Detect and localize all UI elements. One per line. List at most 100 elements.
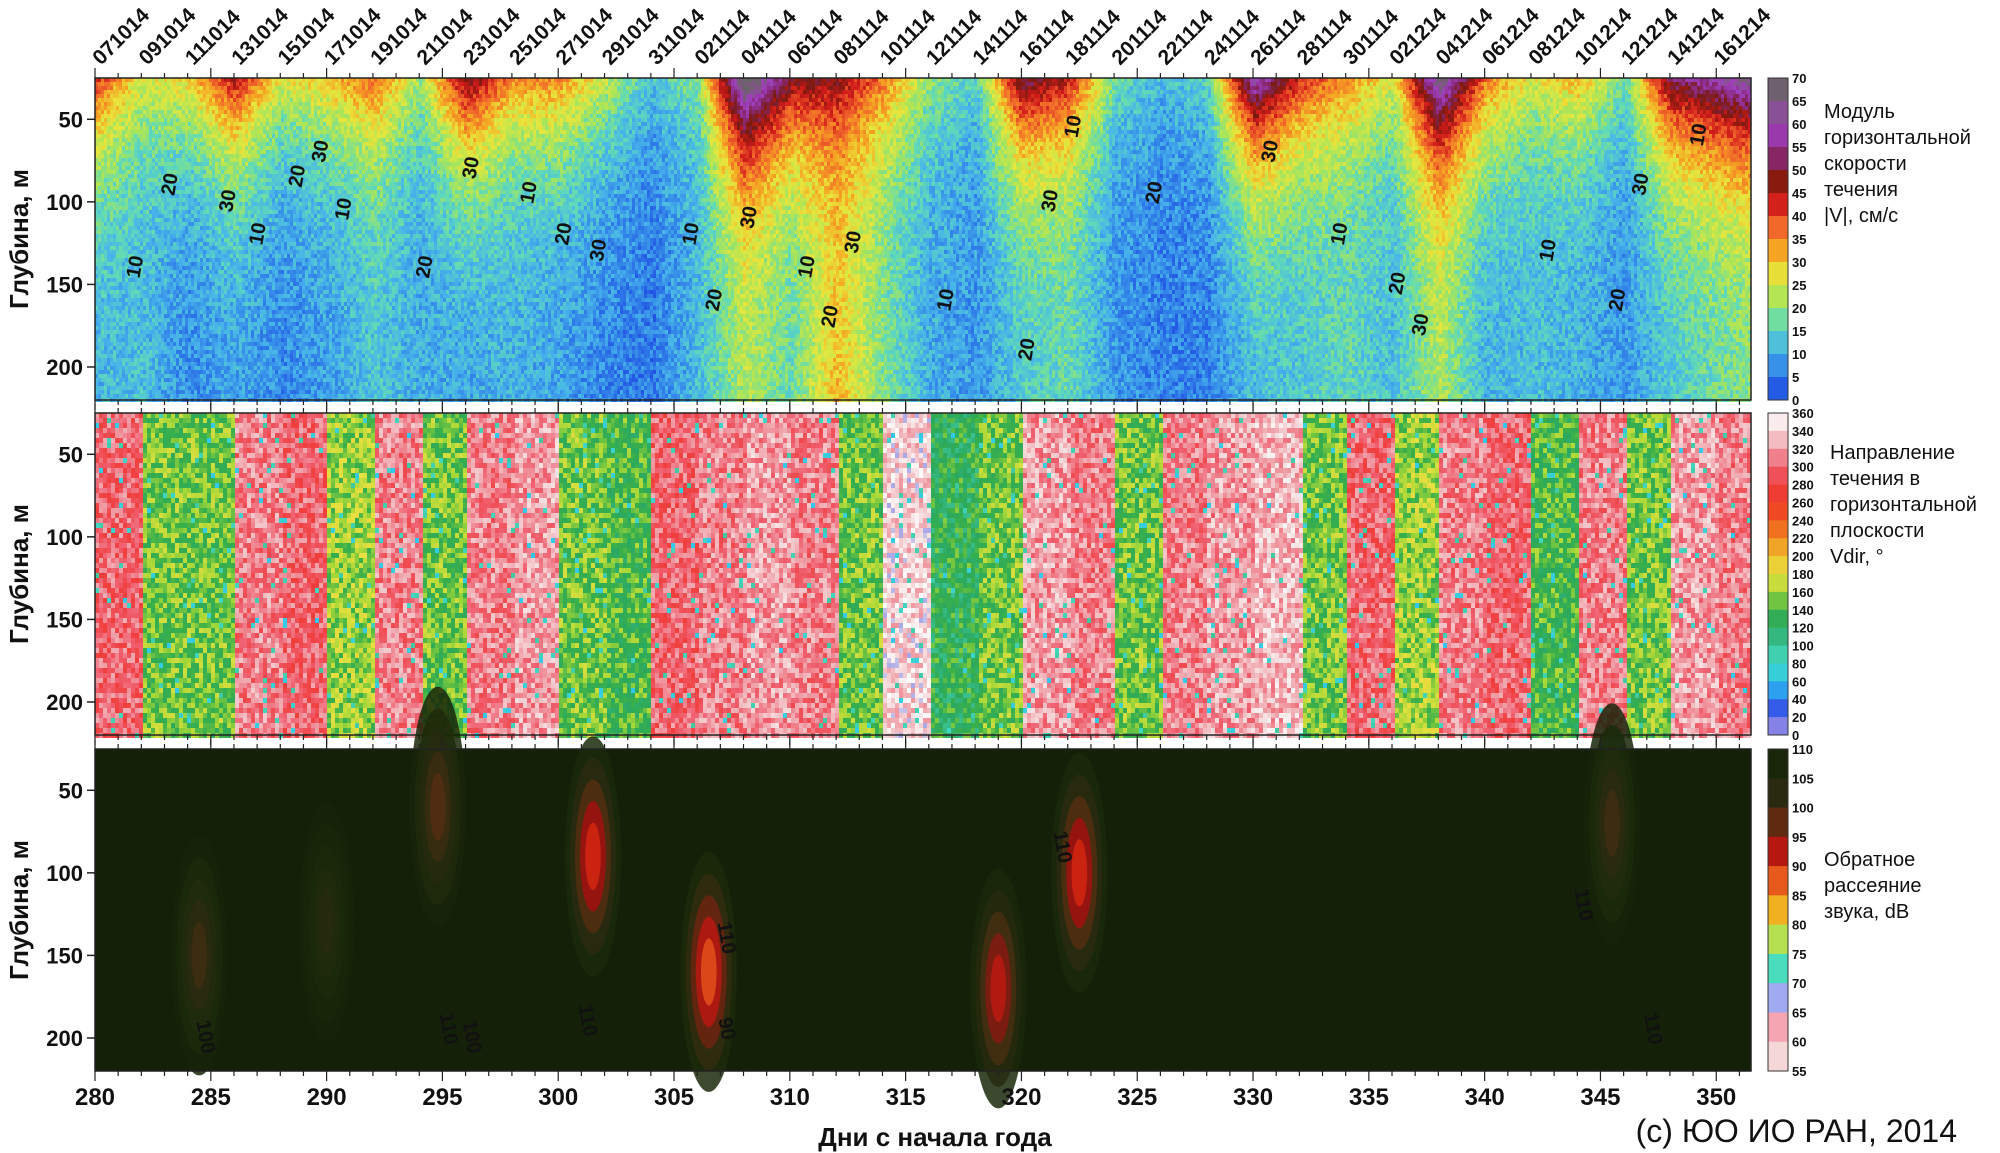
speed-cell [107, 114, 110, 118]
speed-cell [161, 118, 164, 122]
speed-cell [137, 202, 140, 206]
speed-cell [134, 386, 137, 390]
speed-cell [152, 134, 155, 138]
speed-cell [119, 174, 122, 178]
speed-cell [164, 310, 167, 314]
speed-cell [158, 202, 161, 206]
speed-heatmap [95, 78, 1751, 402]
speed-cell [113, 154, 116, 158]
speed-cell [131, 242, 134, 246]
speed-cell [98, 278, 101, 282]
speed-cell [155, 242, 158, 246]
speed-cell [161, 206, 164, 210]
speed-cell [161, 394, 164, 398]
speed-cell [125, 110, 128, 114]
speed-cell [125, 214, 128, 218]
speed-cell [137, 158, 140, 162]
speed-cell [152, 194, 155, 198]
speed-cell [104, 354, 107, 358]
speed-cell [122, 194, 125, 198]
speed-cell [107, 102, 110, 106]
speed-cell [101, 366, 104, 370]
speed-cell [146, 86, 149, 90]
speed-cell [125, 358, 128, 362]
speed-cell [158, 394, 161, 398]
speed-cell [164, 122, 167, 126]
speed-cell [122, 382, 125, 386]
speed-cell [101, 138, 104, 142]
speed-cell [110, 170, 113, 174]
speed-cell [119, 254, 122, 258]
speed-cell [119, 214, 122, 218]
speed-cell [134, 374, 137, 378]
speed-cell [140, 282, 143, 286]
speed-cell [116, 174, 119, 178]
speed-cell [122, 198, 125, 202]
speed-cell [143, 242, 146, 246]
speed-cell [110, 122, 113, 126]
speed-cell [104, 274, 107, 278]
speed-cell [134, 102, 137, 106]
speed-cell [167, 302, 170, 306]
speed-cell [143, 298, 146, 302]
speed-cell [128, 222, 131, 226]
speed-cell [113, 182, 116, 186]
speed-cell [119, 262, 122, 266]
speed-cell [173, 230, 176, 234]
speed-cell [173, 374, 176, 378]
speed-cell [158, 214, 161, 218]
speed-cell [173, 218, 176, 222]
speed-cell [152, 346, 155, 350]
speed-cell [119, 82, 122, 86]
speed-cell [167, 102, 170, 106]
speed-cell [125, 170, 128, 174]
speed-cell [173, 98, 176, 102]
speed-cell [128, 390, 131, 394]
speed-cell [110, 378, 113, 382]
speed-cell [98, 190, 101, 194]
speed-cell [125, 238, 128, 242]
speed-cell [137, 382, 140, 386]
speed-cell [116, 378, 119, 382]
speed-cell [143, 218, 146, 222]
speed-cell [140, 338, 143, 342]
speed-cell [104, 202, 107, 206]
speed-cell [161, 342, 164, 346]
speed-cell [110, 282, 113, 286]
speed-cell [119, 134, 122, 138]
speed-cell [149, 294, 152, 298]
speed-cell [173, 122, 176, 126]
speed-cell [116, 286, 119, 290]
speed-cell [110, 98, 113, 102]
speed-cell [140, 286, 143, 290]
speed-cell [158, 230, 161, 234]
speed-cell [113, 318, 116, 322]
speed-cell [173, 358, 176, 362]
speed-cell [146, 366, 149, 370]
speed-cell [128, 298, 131, 302]
speed-cell [107, 162, 110, 166]
speed-cell [116, 106, 119, 110]
speed-cell [131, 374, 134, 378]
speed-cell [140, 174, 143, 178]
speed-cell [164, 218, 167, 222]
speed-cell [137, 218, 140, 222]
speed-cell [155, 98, 158, 102]
speed-cell [116, 186, 119, 190]
speed-cell [107, 90, 110, 94]
speed-cell [140, 238, 143, 242]
speed-cell [128, 306, 131, 310]
speed-cell [110, 274, 113, 278]
speed-cell [170, 394, 173, 398]
speed-cell [158, 250, 161, 254]
speed-cell [125, 158, 128, 162]
speed-cell [122, 326, 125, 330]
speed-cell [107, 94, 110, 98]
speed-cell [170, 206, 173, 210]
speed-cell [128, 314, 131, 318]
speed-cell [116, 310, 119, 314]
speed-cell [173, 342, 176, 346]
speed-cell [152, 350, 155, 354]
speed-cell [161, 250, 164, 254]
speed-cell [152, 162, 155, 166]
